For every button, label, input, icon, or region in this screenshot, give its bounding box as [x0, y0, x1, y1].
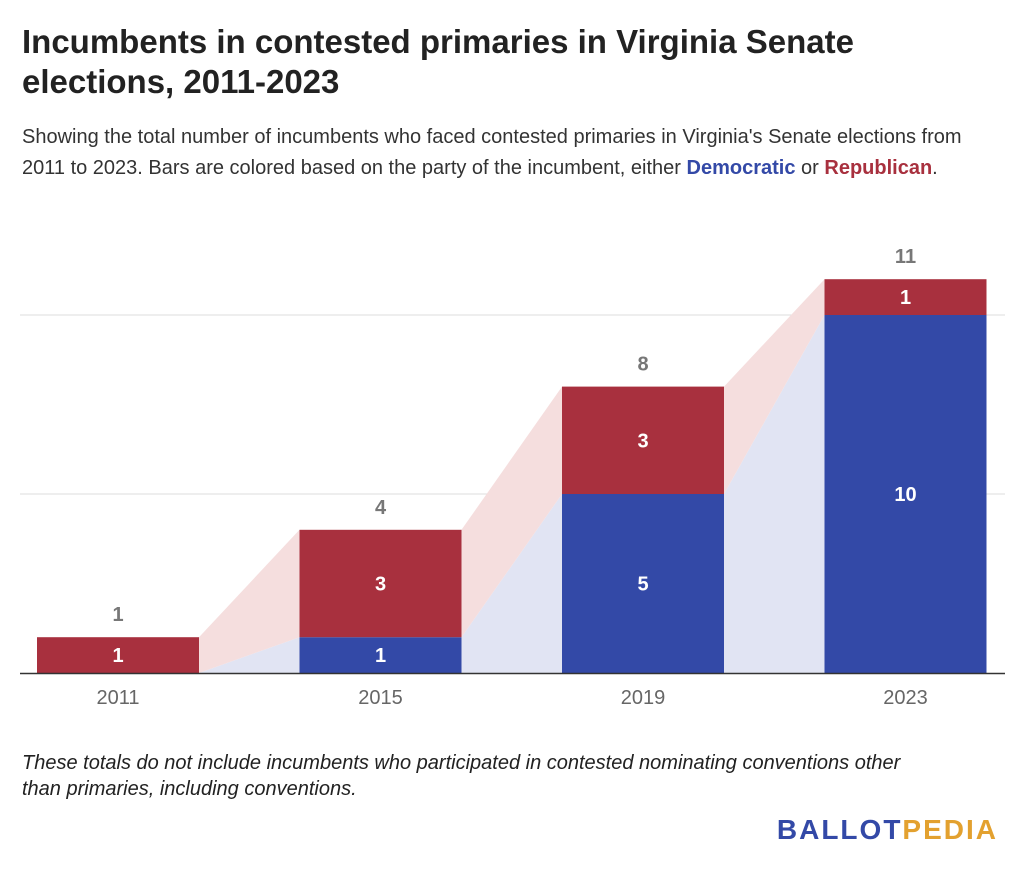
logo-part-pedia: PEDIA [902, 814, 998, 845]
bar-republican [299, 529, 462, 638]
data-label-republican: 3 [637, 430, 648, 452]
data-label-republican: 1 [112, 645, 123, 667]
bar-democratic [299, 637, 462, 673]
republican-connector-band [461, 386, 562, 638]
chart-subtitle: Showing the total number of incumbents w… [22, 122, 997, 184]
republican-connector-band [199, 529, 300, 673]
logo-part-ballot: BALLOT [776, 814, 903, 845]
x-tick-labels: 2011 2015 2019 2023 [96, 687, 927, 709]
bar-democratic [562, 494, 724, 673]
democratic-connector-band [461, 494, 562, 673]
total-label: 8 [637, 354, 648, 376]
bar-republican [562, 386, 724, 494]
footnote: These totals do not include incumbents w… [22, 752, 901, 800]
bar-republican [824, 279, 987, 315]
total-label: 4 [375, 497, 387, 519]
data-label-democratic: 5 [637, 574, 648, 596]
connector-bands [199, 279, 825, 673]
democratic-label: Democratic [686, 157, 796, 179]
bar-democratic [824, 315, 987, 673]
democratic-connector-band [724, 315, 825, 673]
x-tick-label: 2019 [621, 687, 666, 709]
subtitle-end: . [932, 157, 938, 179]
subtitle-text: Showing the total number of incumbents w… [22, 126, 962, 179]
republican-connector-band [724, 279, 825, 494]
republican-label: Republican [824, 157, 933, 179]
subtitle-or: or [801, 157, 819, 179]
bar-republican [37, 637, 199, 673]
x-tick-label: 2023 [883, 687, 928, 709]
total-label: 11 [895, 246, 916, 268]
total-label: 1 [112, 604, 123, 626]
bars [37, 279, 987, 673]
x-tick-label: 2011 [96, 687, 139, 709]
data-label-republican: 3 [375, 574, 386, 596]
chart-title: Incumbents in contested primaries in Vir… [22, 23, 854, 100]
x-tick-label: 2015 [358, 687, 403, 709]
data-label-democratic: 1 [375, 645, 386, 667]
data-label-republican: 1 [900, 287, 911, 309]
ballotpedia-logo: BALLOTPEDIA [777, 814, 998, 846]
data-label-democratic: 10 [894, 484, 916, 506]
